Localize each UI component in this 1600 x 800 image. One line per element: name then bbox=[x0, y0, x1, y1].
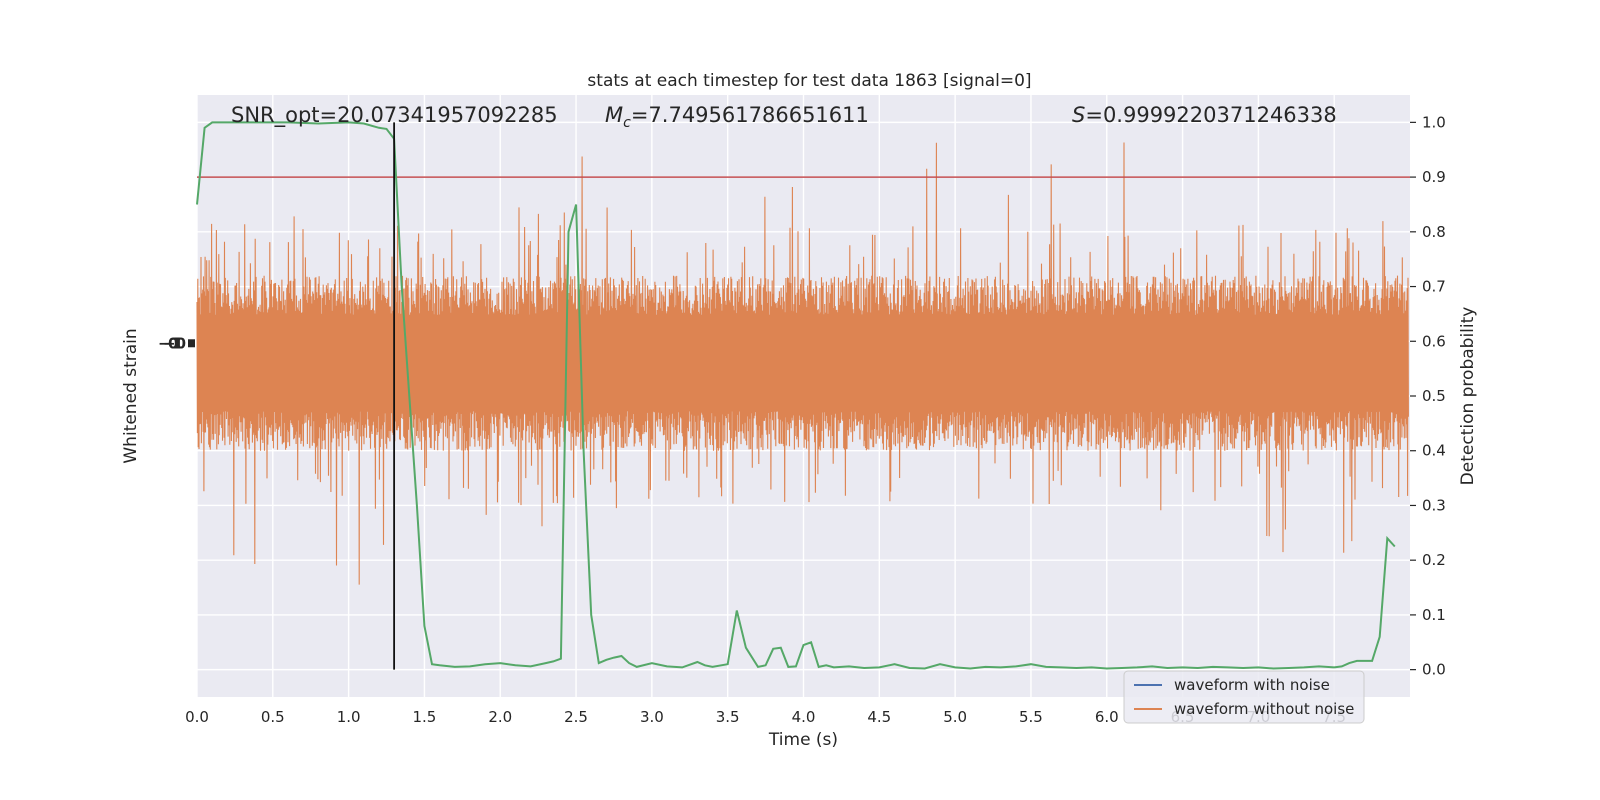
legend-label-without-noise: waveform without noise bbox=[1174, 700, 1354, 718]
x-axis-label: Time (s) bbox=[768, 730, 838, 750]
score-value: =0.9999220371246338 bbox=[1085, 103, 1336, 127]
legend-box bbox=[1123, 670, 1365, 724]
right-y-axis-ticks: 0.0 0.1 0.2 0.3 0.4 0.5 0.6 0.7 0.8 0.9 1.0 bbox=[1410, 113, 1446, 679]
left-tick-overlap: 1 bbox=[173, 334, 183, 352]
left-tick-mark bbox=[188, 339, 195, 348]
x-tick-label: 0.0 bbox=[185, 708, 209, 726]
x-tick-label: 4.5 bbox=[867, 708, 891, 726]
strain-trace bbox=[196, 142, 1409, 585]
left-tick-overlap: −1 bbox=[158, 334, 181, 352]
x-tick-label: 1.5 bbox=[413, 708, 437, 726]
x-tick-label: 3.5 bbox=[716, 708, 740, 726]
chirp-mass-value: =7.749561786651611 bbox=[631, 103, 869, 127]
left-y-axis-label: Whitened strain bbox=[121, 328, 141, 463]
left-y-axis-overlapped-ticks: −1−001 bbox=[158, 334, 195, 352]
x-tick-label: 2.0 bbox=[488, 708, 512, 726]
x-tick-label: 6.0 bbox=[1095, 708, 1119, 726]
score-annotation: S=0.9999220371246338 bbox=[1072, 103, 1337, 127]
chirp-mass-annotation: Mc=7.749561786651611 bbox=[605, 103, 869, 131]
chirp-mass-subscript: c bbox=[623, 115, 631, 131]
strain-waveform-without-noise bbox=[196, 142, 1409, 585]
snr-annotation: SNR_opt=20.07341957092285 bbox=[231, 103, 558, 128]
x-tick-label: 0.5 bbox=[261, 708, 285, 726]
y-tick-label: 0.4 bbox=[1422, 442, 1446, 460]
y-tick-label: 0.1 bbox=[1422, 606, 1446, 624]
x-tick-label: 5.0 bbox=[943, 708, 967, 726]
x-tick-label: 4.0 bbox=[792, 708, 816, 726]
y-tick-label: 0.9 bbox=[1422, 168, 1446, 186]
legend: waveform with noise waveform without noi… bbox=[1123, 670, 1365, 724]
y-tick-label: 0.5 bbox=[1422, 387, 1446, 405]
y-tick-label: 1.0 bbox=[1422, 113, 1446, 131]
left-tick-overlap: −0 bbox=[163, 334, 186, 352]
detection-probability-series bbox=[196, 121, 1396, 670]
y-tick-label: 0.6 bbox=[1422, 332, 1446, 350]
left-tick-overlap: 0 bbox=[168, 334, 178, 352]
y-tick-label: 0.3 bbox=[1422, 496, 1446, 514]
right-y-axis-label: Detection probability bbox=[1458, 307, 1478, 486]
y-tick-label: 0.8 bbox=[1422, 223, 1446, 241]
chirp-mass-symbol: M bbox=[605, 103, 623, 127]
y-tick-label: 0.2 bbox=[1422, 551, 1446, 569]
probability-line bbox=[196, 121, 1396, 670]
x-tick-label: 5.5 bbox=[1019, 708, 1043, 726]
x-tick-label: 1.0 bbox=[337, 708, 361, 726]
x-tick-label: 2.5 bbox=[564, 708, 588, 726]
chart-title: stats at each timestep for test data 186… bbox=[587, 71, 1031, 91]
y-tick-label: 0.0 bbox=[1422, 661, 1446, 679]
x-tick-label: 3.0 bbox=[640, 708, 664, 726]
y-tick-label: 0.7 bbox=[1422, 278, 1446, 296]
legend-label-with-noise: waveform with noise bbox=[1174, 676, 1330, 694]
score-symbol: S bbox=[1072, 103, 1085, 127]
